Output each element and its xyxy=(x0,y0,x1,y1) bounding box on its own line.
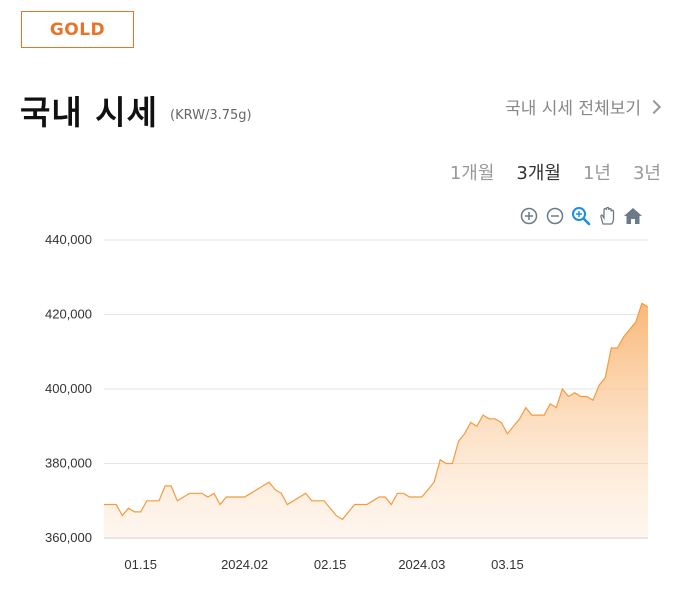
zoom-in-icon[interactable] xyxy=(519,206,539,226)
magnifier-icon[interactable] xyxy=(571,206,591,226)
page-title: 국내 시세 xyxy=(20,93,158,132)
period-tabs: 1개월 3개월 1년 3년 xyxy=(450,159,661,185)
zoom-out-icon[interactable] xyxy=(545,206,565,226)
gold-badge: GOLD xyxy=(21,11,134,48)
y-tick-label: 420,000 xyxy=(45,307,92,322)
series-line xyxy=(104,302,649,521)
y-tick-label: 360,000 xyxy=(45,530,92,545)
x-tick-label: 2024.02 xyxy=(221,557,268,572)
x-tick-label: 2024.03 xyxy=(398,557,445,572)
gold-badge-label: GOLD xyxy=(49,19,106,40)
y-tick-label: 400,000 xyxy=(45,381,92,396)
price-chart: 360,000 380,000 400,000 420,000 440,000 01.1… xyxy=(45,232,649,572)
x-tick-label: 02.15 xyxy=(314,557,347,572)
x-tick-label: 03.15 xyxy=(491,557,524,572)
y-tick-label: 380,000 xyxy=(45,456,92,471)
x-tick-label: 01.15 xyxy=(124,557,157,572)
chevron-right-icon xyxy=(646,99,662,115)
tab-1-year[interactable]: 1년 xyxy=(582,163,611,184)
tab-3-month[interactable]: 3개월 xyxy=(516,163,561,184)
tab-1-month[interactable]: 1개월 xyxy=(449,163,495,184)
series-area xyxy=(104,303,648,538)
chart-toolbar xyxy=(519,206,643,226)
tab-3-year[interactable]: 3년 xyxy=(632,163,661,184)
home-icon[interactable] xyxy=(623,206,643,226)
y-tick-label: 440,000 xyxy=(45,232,92,247)
unit-label: (KRW/3.75g) xyxy=(170,108,252,123)
view-all-link[interactable]: 국내 시세 전체보기 xyxy=(505,94,662,119)
pan-hand-icon[interactable] xyxy=(597,206,617,226)
view-all-label: 국내 시세 전체보기 xyxy=(505,99,641,119)
